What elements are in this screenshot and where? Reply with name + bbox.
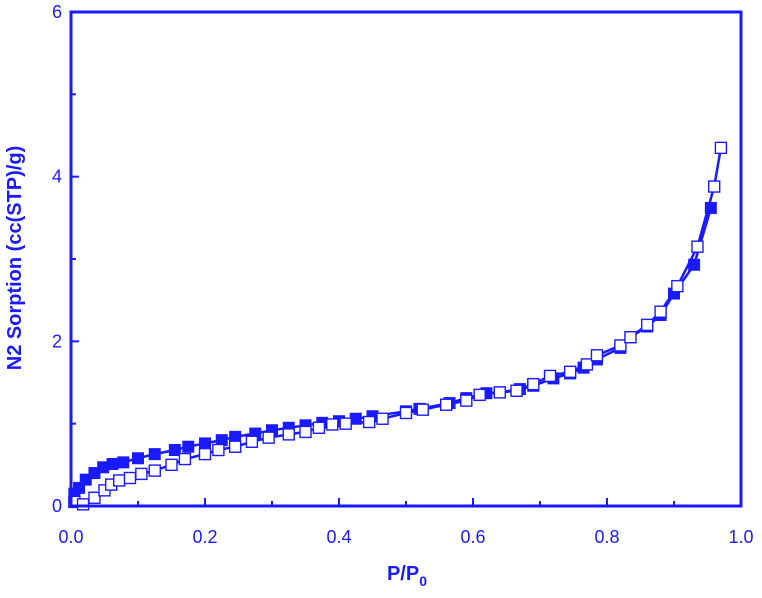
y-tick-label: 4 [52, 167, 62, 187]
data-point-open [262, 431, 275, 444]
data-point-filled [73, 481, 86, 494]
data-point-open [326, 418, 339, 431]
data-point-filled [182, 440, 195, 453]
data-point-open [299, 425, 312, 439]
data-point-open [178, 452, 192, 466]
data-point-open [543, 369, 557, 383]
data-point-open [714, 141, 728, 155]
x-tick-label: 0.8 [594, 527, 619, 547]
data-point-open [510, 384, 523, 397]
data-point-open [362, 415, 376, 429]
data-point-filled [106, 458, 119, 471]
data-point-open [88, 491, 101, 504]
data-point-open [135, 467, 148, 481]
data-point-open [473, 388, 486, 402]
data-point-open [113, 474, 126, 487]
data-point-open [624, 331, 637, 344]
x-tick-label: 1.0 [728, 527, 753, 547]
y-axis-title: N2 Sorption (cc(STP)/g) [4, 146, 26, 370]
x-axis-title-subscript: 0 [419, 573, 427, 589]
data-point-filled [132, 452, 144, 465]
data-point-open [399, 406, 413, 420]
data-point-open [563, 365, 577, 378]
y-tick-label: 2 [52, 331, 62, 351]
x-tick-label: 0.2 [192, 527, 217, 547]
data-point-open [228, 440, 242, 453]
data-point-filled [168, 444, 181, 457]
data-point-open [312, 421, 326, 434]
data-point-open [440, 398, 453, 411]
data-point-open [614, 339, 627, 352]
data-point-open [76, 498, 90, 511]
data-point-open [580, 358, 594, 371]
data-point-open [691, 240, 704, 253]
data-point-open [416, 403, 429, 416]
x-tick-label: 0.6 [460, 527, 485, 547]
data-point-filled [117, 456, 130, 469]
data-point-filled [79, 473, 92, 486]
data-point-open [165, 458, 178, 472]
data-point-open [527, 377, 540, 391]
data-point-open [654, 305, 667, 318]
data-point-open [708, 180, 721, 193]
plot-frame [69, 10, 743, 508]
data-point-open [671, 279, 684, 293]
data-point-open [493, 386, 506, 399]
ticks-layer: 0.0 0.2 0.4 0.6 0.8 1.0 0 2 4 6 [52, 2, 754, 547]
data-point-open [198, 447, 212, 461]
y-tick-label: 0 [52, 496, 62, 516]
data-point-open [376, 412, 389, 425]
data-point-open [460, 394, 473, 407]
x-tick-label: 0.4 [326, 527, 351, 547]
data-point-open [339, 417, 352, 430]
data-point-open [123, 471, 137, 485]
data-point-open [590, 349, 604, 362]
data-point-filled [148, 448, 161, 461]
x-axis-title: P/P0 [387, 563, 427, 589]
data-point-open [282, 428, 295, 441]
data-point-open [245, 435, 259, 448]
data-point-open [641, 318, 654, 332]
x-tick-label: 0.0 [58, 527, 83, 547]
y-tick-label: 6 [52, 2, 62, 22]
data-point-filled [199, 437, 211, 450]
data-point-open [148, 464, 161, 477]
x-axis-title-main: P/P [387, 563, 419, 585]
series-layer [68, 141, 728, 511]
data-point-open [212, 443, 225, 457]
